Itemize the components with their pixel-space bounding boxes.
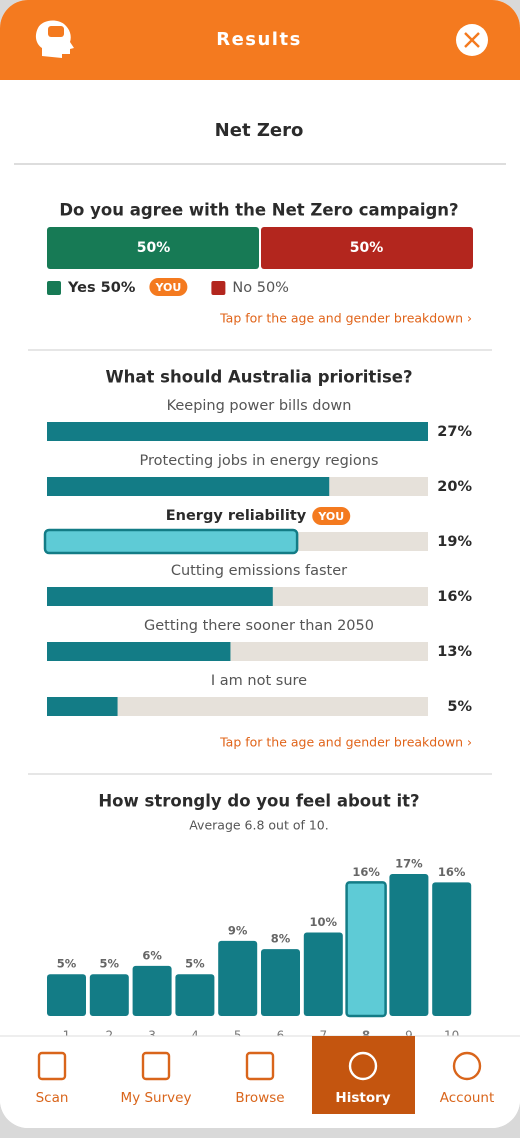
nav-icon <box>37 1051 67 1081</box>
rating-bar <box>345 881 387 1018</box>
option-value: 5% <box>447 699 472 715</box>
legend-label: No 50% <box>232 280 289 296</box>
nav-label: My Survey <box>121 1090 192 1106</box>
close-icon <box>464 32 480 48</box>
rating-bar <box>432 882 472 1016</box>
nav-icon <box>348 1051 378 1081</box>
nav-label: Browse <box>235 1090 284 1106</box>
rating-bar <box>47 974 86 1016</box>
option-value: 19% <box>437 534 472 550</box>
option-label: I am not sure <box>211 673 307 689</box>
rating-value: 9% <box>228 923 248 937</box>
rating-bar <box>218 940 258 1016</box>
you-badge-text: YOU <box>317 510 344 523</box>
segment-label: 50% <box>137 240 171 256</box>
question-title: How strongly do you feel about it? <box>98 792 419 811</box>
breakdown-link[interactable]: Tap for the age and gender breakdown › <box>219 735 472 750</box>
nav-label: Scan <box>36 1090 69 1106</box>
nav-label: Account <box>440 1090 495 1106</box>
header-title: Results <box>216 29 302 50</box>
rating-value: 16% <box>352 865 380 879</box>
rating-value: 5% <box>100 957 120 971</box>
nav-label: History <box>335 1090 390 1106</box>
rating-bar <box>389 874 429 1016</box>
option-bar <box>47 422 428 441</box>
rating-bar <box>261 949 300 1016</box>
nav-bg <box>0 1036 520 1128</box>
option-label: Protecting jobs in energy regions <box>140 453 379 469</box>
option-label: Cutting emissions faster <box>171 563 347 579</box>
nav-icon <box>141 1051 171 1081</box>
rating-bar <box>132 965 172 1016</box>
option-bar <box>47 642 231 661</box>
header-bar <box>0 0 520 80</box>
close-button[interactable] <box>456 24 488 56</box>
rating-value: 17% <box>395 857 423 871</box>
option-value: 13% <box>437 644 472 660</box>
you-badge-text: YOU <box>154 281 181 294</box>
option-value: 20% <box>437 479 472 495</box>
page-title: Net Zero <box>215 120 304 141</box>
app-logo[interactable] <box>35 20 74 58</box>
option-bar <box>47 697 118 716</box>
vote-segment <box>261 227 473 269</box>
option-label: Energy reliability <box>166 508 307 524</box>
rating-value: 5% <box>57 957 77 971</box>
rating-value: 10% <box>310 915 338 929</box>
rating-bar <box>303 932 343 1016</box>
logo-head <box>35 20 74 58</box>
rating-value: 16% <box>438 865 466 879</box>
nav-icon <box>452 1051 482 1081</box>
option-bar <box>43 528 299 555</box>
breakdown-link[interactable]: Tap for the age and gender breakdown › <box>219 311 472 326</box>
option-track <box>47 697 428 716</box>
nav-icon <box>245 1051 275 1081</box>
option-label: Getting there sooner than 2050 <box>144 618 374 634</box>
nav-active-bg <box>312 1036 415 1114</box>
segment-label: 50% <box>350 240 384 256</box>
nav-item[interactable]: Browse <box>235 1051 285 1106</box>
logo-bubble <box>48 26 64 37</box>
option-value: 16% <box>437 589 472 605</box>
you-badge <box>149 278 188 296</box>
content: Do you agree with the Net Zero campaign?… <box>43 201 473 1043</box>
question-title: Do you agree with the Net Zero campaign? <box>59 201 458 220</box>
question-title: What should Australia prioritise? <box>105 368 412 387</box>
rating-bar <box>175 974 215 1016</box>
you-badge <box>312 507 351 525</box>
rating-value: 6% <box>142 948 162 962</box>
nav-item[interactable]: Account <box>440 1051 495 1106</box>
option-bar <box>47 477 330 496</box>
option-label: Keeping power bills down <box>167 398 352 414</box>
option-bar <box>47 587 273 606</box>
nav-item[interactable]: My Survey <box>121 1051 192 1106</box>
legend-swatch <box>211 281 226 295</box>
option-value: 27% <box>437 424 472 440</box>
nav-item[interactable]: Scan <box>36 1051 69 1106</box>
vote-segment <box>47 227 259 269</box>
rating-value: 5% <box>185 957 205 971</box>
rating-bar <box>89 974 129 1016</box>
rating-value: 8% <box>271 932 291 946</box>
bottom-nav: Scan My Survey Browse History Account <box>0 1035 520 1128</box>
legend-swatch <box>47 281 61 295</box>
question-subtitle: Average 6.8 out of 10. <box>189 818 329 833</box>
legend-label: Yes 50% <box>67 280 136 296</box>
nav-item[interactable]: History <box>335 1051 391 1106</box>
